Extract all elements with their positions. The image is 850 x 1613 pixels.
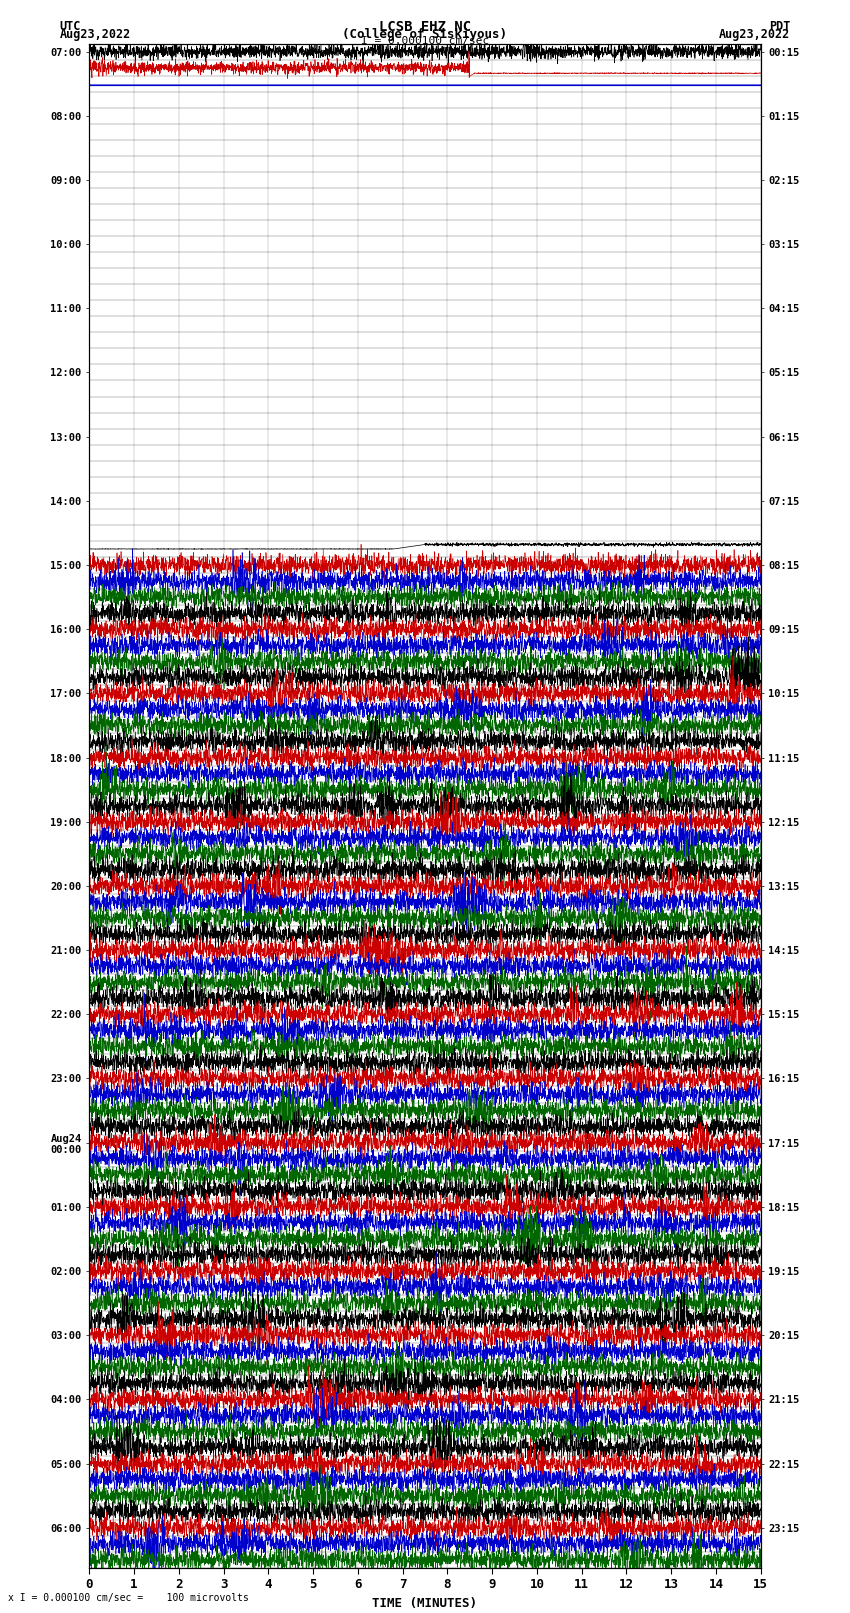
Text: (College of Siskiyous): (College of Siskiyous) (343, 29, 507, 42)
Text: x I = 0.000100 cm/sec =    100 microvolts: x I = 0.000100 cm/sec = 100 microvolts (8, 1594, 249, 1603)
Text: Aug23,2022: Aug23,2022 (60, 29, 131, 42)
Text: PDT: PDT (769, 19, 790, 34)
Text: Aug23,2022: Aug23,2022 (719, 29, 791, 42)
Text: I = 0.000100 cm/sec: I = 0.000100 cm/sec (361, 37, 489, 47)
Text: UTC: UTC (60, 19, 81, 34)
X-axis label: TIME (MINUTES): TIME (MINUTES) (372, 1597, 478, 1610)
Text: LCSB EHZ NC: LCSB EHZ NC (379, 19, 471, 34)
